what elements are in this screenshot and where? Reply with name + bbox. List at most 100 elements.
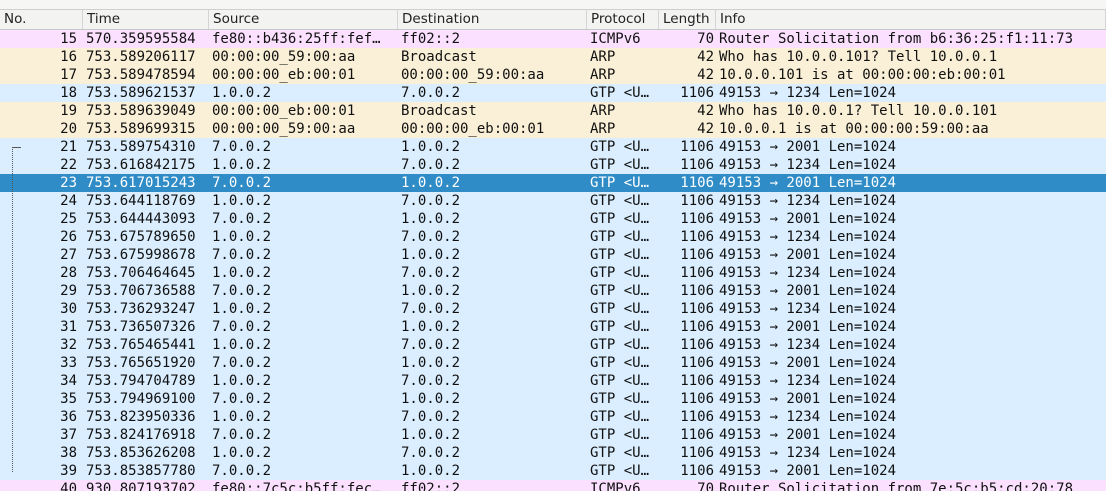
cell: 49153 → 1234 Len=1024 bbox=[719, 337, 897, 353]
cell: 28 bbox=[60, 265, 77, 281]
cell: Who has 10.0.0.1? Tell 10.0.0.101 bbox=[719, 103, 998, 119]
packet-row[interactable]: 35 753.794969100 7.0.0.2 1.0.0.2 GTP <U… 1106… bbox=[0, 390, 1106, 408]
cell: Broadcast bbox=[401, 103, 477, 119]
cell: 1.0.0.2 bbox=[212, 157, 272, 173]
cell: 1106 bbox=[680, 427, 714, 443]
cell: 7.0.0.2 bbox=[212, 319, 272, 335]
packet-row[interactable]: 31 753.736507326 7.0.0.2 1.0.0.2 GTP <U… 1106… bbox=[0, 318, 1106, 336]
packet-row[interactable]: 28 753.706464645 1.0.0.2 7.0.0.2 GTP <U… 1106… bbox=[0, 264, 1106, 282]
packet-row[interactable]: 19 753.589639049 00:00:00_eb:00:01 Broadcas… bbox=[0, 102, 1106, 120]
packet-row[interactable]: 20 753.589699315 00:00:00_59:00:aa 00:00:00… bbox=[0, 120, 1106, 138]
cell: GTP <U… bbox=[590, 265, 650, 281]
cell: 1.0.0.2 bbox=[401, 139, 461, 155]
packet-row[interactable]: 21 753.589754310 7.0.0.2 1.0.0.2 GTP <U… 1106… bbox=[0, 138, 1106, 156]
cell: 753.589478594 bbox=[86, 67, 196, 83]
column-title[interactable]: Destination bbox=[398, 10, 587, 29]
cell: 753.589639049 bbox=[86, 103, 196, 119]
cell: 49153 → 2001 Len=1024 bbox=[719, 427, 897, 443]
cell: 1106 bbox=[680, 175, 714, 191]
packet-row[interactable]: 33 753.765651920 7.0.0.2 1.0.0.2 GTP <U… 1106… bbox=[0, 354, 1106, 372]
cell: 7.0.0.2 bbox=[212, 391, 272, 407]
column-title[interactable]: Length bbox=[659, 10, 716, 29]
cell: 49153 → 2001 Len=1024 bbox=[719, 319, 897, 335]
packet-row[interactable]: 40 930.807193702 fe80::7c5c:b5ff:fec… ff02:… bbox=[0, 480, 1106, 491]
cell: 49153 → 2001 Len=1024 bbox=[719, 175, 897, 191]
cell: ARP bbox=[590, 103, 616, 119]
packet-row[interactable]: 29 753.706736588 7.0.0.2 1.0.0.2 GTP <U… 1106… bbox=[0, 282, 1106, 300]
packet-row[interactable]: 37 753.824176918 7.0.0.2 1.0.0.2 GTP <U… 1106… bbox=[0, 426, 1106, 444]
cell: GTP <U… bbox=[590, 247, 650, 263]
cell: 35 bbox=[60, 391, 77, 407]
column-title[interactable]: Time bbox=[83, 10, 209, 29]
cell: 1106 bbox=[680, 463, 714, 479]
cell: 1.0.0.2 bbox=[401, 211, 461, 227]
cell: 753.736293247 bbox=[86, 301, 196, 317]
cell: 49153 → 2001 Len=1024 bbox=[719, 139, 897, 155]
cell: 1.0.0.2 bbox=[212, 409, 272, 425]
cell: 49153 → 2001 Len=1024 bbox=[719, 283, 897, 299]
column-title[interactable]: Protocol bbox=[587, 10, 659, 29]
packet-row[interactable]: 27 753.675998678 7.0.0.2 1.0.0.2 GTP <U… 1106… bbox=[0, 246, 1106, 264]
cell: ARP bbox=[590, 67, 616, 83]
cell: 1.0.0.2 bbox=[212, 265, 272, 281]
column-title[interactable]: Source bbox=[209, 10, 398, 29]
cell: 7.0.0.2 bbox=[212, 247, 272, 263]
packet-row[interactable]: 38 753.853626208 1.0.0.2 7.0.0.2 GTP <U… 1106… bbox=[0, 444, 1106, 462]
packet-row[interactable]: 36 753.823950336 1.0.0.2 7.0.0.2 GTP <U… 1106… bbox=[0, 408, 1106, 426]
cell: 36 bbox=[60, 409, 77, 425]
cell: 1.0.0.2 bbox=[212, 229, 272, 245]
cell: 30 bbox=[60, 301, 77, 317]
column-title[interactable]: No. bbox=[0, 10, 83, 29]
cell: 49153 → 2001 Len=1024 bbox=[719, 247, 897, 263]
cell: 1106 bbox=[680, 193, 714, 209]
packet-row[interactable]: 16 753.589206117 00:00:00_59:00:aa Broadcas… bbox=[0, 48, 1106, 66]
cell: 1.0.0.2 bbox=[212, 445, 272, 461]
selected-packet-row[interactable]: 23 753.617015243 7.0.0.2 1.0.0.2 GTP <U… 1106… bbox=[0, 174, 1106, 192]
cell: 24 bbox=[60, 193, 77, 209]
packet-row[interactable]: 32 753.765465441 1.0.0.2 7.0.0.2 GTP <U… 1106… bbox=[0, 336, 1106, 354]
cell: 7.0.0.2 bbox=[212, 427, 272, 443]
cell: 1.0.0.2 bbox=[212, 85, 272, 101]
cell: 16 bbox=[60, 49, 77, 65]
packet-row[interactable]: 30 753.736293247 1.0.0.2 7.0.0.2 GTP <U… 1106… bbox=[0, 300, 1106, 318]
column-title[interactable]: Info bbox=[716, 10, 1106, 29]
cell: 49153 → 2001 Len=1024 bbox=[719, 211, 897, 227]
cell: 7.0.0.2 bbox=[401, 301, 461, 317]
cell: 1.0.0.2 bbox=[401, 391, 461, 407]
packet-row[interactable]: 22 753.616842175 1.0.0.2 7.0.0.2 GTP <U… 1106… bbox=[0, 156, 1106, 174]
packet-row[interactable]: 34 753.794704789 1.0.0.2 7.0.0.2 GTP <U… 1106… bbox=[0, 372, 1106, 390]
cell: 7.0.0.2 bbox=[401, 193, 461, 209]
packet-row[interactable]: 18 753.589621537 1.0.0.2 7.0.0.2 GTP <U… 1106… bbox=[0, 84, 1106, 102]
cell: 753.853626208 bbox=[86, 445, 196, 461]
cell: ICMPv6 bbox=[590, 481, 641, 491]
packet-row[interactable]: 15 570.359595584 fe80::b436:25ff:fef… ff02:… bbox=[0, 30, 1106, 48]
cell: 19 bbox=[60, 103, 77, 119]
packet-row[interactable]: 39 753.853857780 7.0.0.2 1.0.0.2 GTP <U… 1106… bbox=[0, 462, 1106, 480]
cell: 1.0.0.2 bbox=[212, 373, 272, 389]
cell: 1106 bbox=[680, 391, 714, 407]
packet-rows: 15 570.359595584 fe80::b436:25ff:fef… ff02:… bbox=[0, 30, 1106, 491]
cell: 7.0.0.2 bbox=[212, 283, 272, 299]
cell: GTP <U… bbox=[590, 229, 650, 245]
packet-row[interactable]: 26 753.675789650 1.0.0.2 7.0.0.2 GTP <U… 1106… bbox=[0, 228, 1106, 246]
cell: 31 bbox=[60, 319, 77, 335]
packet-row[interactable]: 17 753.589478594 00:00:00_eb:00:01 00:00:00… bbox=[0, 66, 1106, 84]
cell: Who has 10.0.0.101? Tell 10.0.0.1 bbox=[719, 49, 998, 65]
packet-row[interactable]: 25 753.644443093 7.0.0.2 1.0.0.2 GTP <U… 1106… bbox=[0, 210, 1106, 228]
cell: 00:00:00_eb:00:01 bbox=[401, 121, 545, 137]
packet-row[interactable]: 24 753.644118769 1.0.0.2 7.0.0.2 GTP <U… 1106… bbox=[0, 192, 1106, 210]
cell: 753.589621537 bbox=[86, 85, 196, 101]
cell: 23 bbox=[60, 175, 77, 191]
cell: 7.0.0.2 bbox=[212, 139, 272, 155]
cell: 7.0.0.2 bbox=[401, 445, 461, 461]
cell: 20 bbox=[60, 121, 77, 137]
cell: 1106 bbox=[680, 373, 714, 389]
cell: ff02::2 bbox=[401, 31, 461, 47]
cell: 49153 → 2001 Len=1024 bbox=[719, 391, 897, 407]
cell: 753.644443093 bbox=[86, 211, 196, 227]
cell: 21 bbox=[60, 139, 77, 155]
cell: 7.0.0.2 bbox=[401, 373, 461, 389]
filter-bar bbox=[0, 0, 1106, 10]
cell: GTP <U… bbox=[590, 283, 650, 299]
cell: 42 bbox=[697, 49, 714, 65]
